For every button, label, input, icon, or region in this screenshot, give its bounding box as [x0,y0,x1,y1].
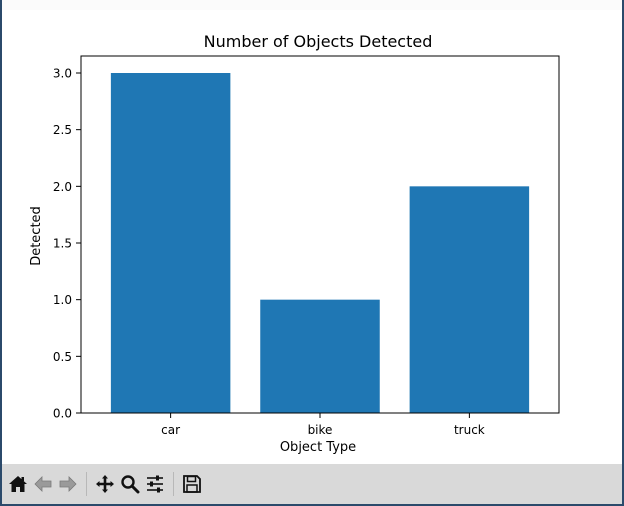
chart-title: Number of Objects Detected [204,32,433,51]
home-icon [9,476,27,492]
bar-truck [409,186,530,413]
back-arrow-icon [34,476,52,492]
y-tick-label: 1.5 [53,237,72,251]
navigation-toolbar [2,464,622,504]
x-tick-label: car [161,423,180,437]
x-tick-label: truck [454,423,485,437]
bar-bike [260,299,380,413]
y-tick-label: 0.5 [53,350,72,364]
plot-area: 0.0 0.5 1.0 1.5 2.0 2.5 3.0 car bike truck [53,55,560,437]
y-tick-label: 0.0 [53,407,72,421]
zoom-button[interactable] [118,471,142,497]
forward-button[interactable] [56,471,80,497]
save-icon [183,475,201,493]
home-button[interactable] [6,471,30,497]
forward-arrow-icon [59,476,77,492]
x-axis-label: Object Type [280,440,356,455]
configure-subplots-button[interactable] [143,471,167,497]
configure-subplots-icon [147,475,163,493]
x-tick-label: bike [308,423,333,437]
save-button[interactable] [180,471,204,497]
pan-icon [96,475,114,493]
pan-button[interactable] [93,471,117,497]
bar-car [110,73,231,413]
y-tick-label: 2.0 [53,180,72,194]
back-button[interactable] [31,471,55,497]
y-tick-label: 1.0 [53,293,72,307]
toolbar-separator [173,472,174,496]
figure-canvas: Number of Objects Detected 0.0 0.5 1.0 1.5 2… [2,10,622,464]
y-axis-label: Detected [29,206,44,266]
y-tick-label: 3.0 [53,67,72,81]
toolbar-separator [86,472,87,496]
y-tick-label: 2.5 [53,123,72,137]
window-top-strip [2,0,622,10]
zoom-icon [121,475,140,494]
